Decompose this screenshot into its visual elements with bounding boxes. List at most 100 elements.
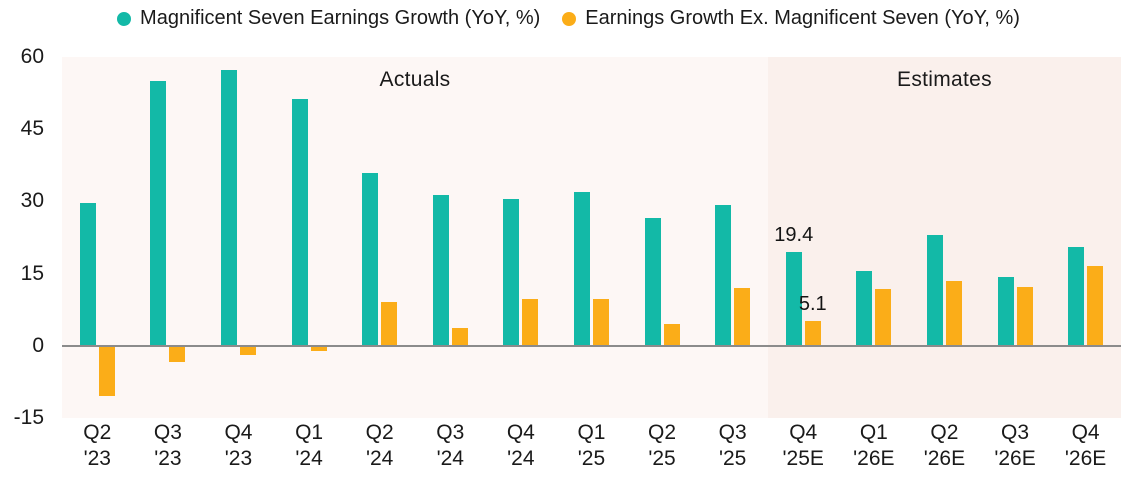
x-axis-tick-label: Q3'23 xyxy=(133,420,204,472)
bar-series0 xyxy=(926,234,943,346)
x-axis-tick-label: Q3'24 xyxy=(415,420,486,472)
category-cell: 19.4 5.1 xyxy=(768,57,839,418)
x-tick-year: '25 xyxy=(577,447,606,470)
x-tick-year: '25 xyxy=(718,447,747,470)
category-cell xyxy=(133,57,204,418)
x-axis-tick-label: Q1'25 xyxy=(556,420,627,472)
x-axis-tick-label: Q1 '26E xyxy=(839,420,910,472)
category-cell xyxy=(556,57,627,418)
bar-series1 xyxy=(1087,265,1104,346)
y-axis-tick-label: 30 xyxy=(20,189,44,213)
bar-series1 xyxy=(1016,286,1033,346)
legend-item-ex-mag7: Earnings Growth Ex. Magnificent Seven (Y… xyxy=(562,7,1020,30)
bar-series1 xyxy=(592,299,609,346)
region-title-actuals: Actuals xyxy=(379,68,451,91)
y-axis: 60 45 30 15 0 -15 xyxy=(0,45,48,429)
legend-label-ex-mag7: Earnings Growth Ex. Magnificent Seven (Y… xyxy=(585,7,1020,29)
data-label: 19.4 xyxy=(774,224,814,247)
x-tick-year: '26E xyxy=(994,447,1036,470)
region-title-estimates: Estimates xyxy=(897,68,992,91)
bar-series0 xyxy=(573,192,590,346)
category-cell xyxy=(274,57,345,418)
y-axis-tick-label: 15 xyxy=(20,261,44,285)
x-tick-quarter: Q3 xyxy=(718,421,747,444)
category-cell xyxy=(627,57,698,418)
x-tick-year: '25 xyxy=(648,447,676,470)
bar-series1 xyxy=(522,298,539,346)
x-axis-tick-label: Q2'24 xyxy=(344,420,415,472)
bar-series1 xyxy=(451,328,468,346)
bar-series1 xyxy=(169,345,186,363)
category-cell xyxy=(486,57,557,418)
x-axis-tick-label: Q4 '26E xyxy=(1050,420,1121,472)
y-axis-tick-label: 0 xyxy=(32,333,44,357)
bar-series0 xyxy=(785,252,802,346)
teal-dot-icon xyxy=(117,11,132,26)
category-cell xyxy=(344,57,415,418)
data-label: 5.1 xyxy=(798,293,827,316)
bar-series1 xyxy=(381,301,398,346)
x-tick-quarter: Q1 xyxy=(295,421,324,444)
x-axis-tick-label: Q3'25 xyxy=(697,420,768,472)
x-axis-tick-label: Q4 '25E xyxy=(768,420,839,472)
orange-dot-icon xyxy=(562,11,577,26)
x-tick-quarter: Q4 xyxy=(506,421,535,444)
bar-series0 xyxy=(79,203,96,346)
zero-axis-line xyxy=(62,344,1121,347)
bar-series0 xyxy=(856,271,873,346)
bar-series0 xyxy=(220,70,237,346)
category-cell xyxy=(203,57,274,418)
bar-series0 xyxy=(503,199,520,346)
x-tick-quarter: Q1 xyxy=(577,421,606,444)
category-cell xyxy=(697,57,768,418)
x-axis-tick-label: Q2'25 xyxy=(627,420,698,472)
bar-series1 xyxy=(875,289,892,346)
x-axis-tick-label: Q4'24 xyxy=(486,420,557,472)
x-tick-year: '26E xyxy=(1064,447,1107,470)
category-cell xyxy=(980,57,1051,418)
y-axis-tick-label: 60 xyxy=(20,45,44,68)
x-tick-year: '23 xyxy=(83,447,111,470)
legend-item-mag7: Magnificent Seven Earnings Growth (YoY, … xyxy=(117,7,540,30)
x-tick-year: '26E xyxy=(923,447,966,470)
bars-layer: 19.4 5.1 xyxy=(62,57,1121,418)
x-tick-quarter: Q1 xyxy=(859,421,888,444)
bar-series1 xyxy=(239,345,256,355)
bar-series1 xyxy=(98,345,115,396)
bar-series1 xyxy=(310,345,327,351)
x-tick-year: '23 xyxy=(224,447,253,470)
category-cell xyxy=(909,57,980,418)
x-axis-tick-label: Q4'23 xyxy=(203,420,274,472)
category-cell xyxy=(62,57,133,418)
bar-series0 xyxy=(362,172,379,346)
x-tick-quarter: Q4 xyxy=(789,421,818,444)
bar-series0 xyxy=(432,194,449,346)
bar-series0 xyxy=(1068,247,1085,346)
x-axis-tick-label: Q2 '26E xyxy=(909,420,980,472)
x-tick-year: '23 xyxy=(154,447,182,470)
legend-label-mag7: Magnificent Seven Earnings Growth (YoY, … xyxy=(140,7,541,29)
x-axis-tick-label: Q1'24 xyxy=(274,420,345,472)
bar-series0 xyxy=(291,99,308,346)
y-axis-tick-label: -15 xyxy=(13,406,44,429)
x-tick-quarter: Q3 xyxy=(153,421,182,444)
x-tick-year: '26E xyxy=(853,447,895,470)
x-axis: Q2'23 Q3'23 Q4'23 Q1'24 Q2'24 Q3'24 Q4'24 Q1'25… xyxy=(62,420,1121,472)
plot-area: Estimates Actuals 19.4 5.1 xyxy=(62,57,1121,418)
x-tick-quarter: Q2 xyxy=(83,421,112,444)
y-axis-tick-label: 45 xyxy=(20,117,44,141)
chart-legend: Magnificent Seven Earnings Growth (YoY, … xyxy=(0,7,1137,30)
region-estimates: Estimates xyxy=(768,57,1121,418)
x-tick-quarter: Q4 xyxy=(224,421,253,444)
x-tick-quarter: Q2 xyxy=(648,421,677,444)
category-cell xyxy=(1050,57,1121,418)
bar-series1 xyxy=(804,321,821,346)
bar-series1 xyxy=(734,288,751,346)
x-axis-tick-label: Q3 '26E xyxy=(980,420,1051,472)
bar-series0 xyxy=(644,217,661,346)
x-tick-year: '24 xyxy=(436,447,464,470)
x-tick-year: '24 xyxy=(295,447,323,470)
x-tick-quarter: Q3 xyxy=(1001,421,1030,444)
bar-series1 xyxy=(945,280,962,346)
category-cell xyxy=(415,57,486,418)
